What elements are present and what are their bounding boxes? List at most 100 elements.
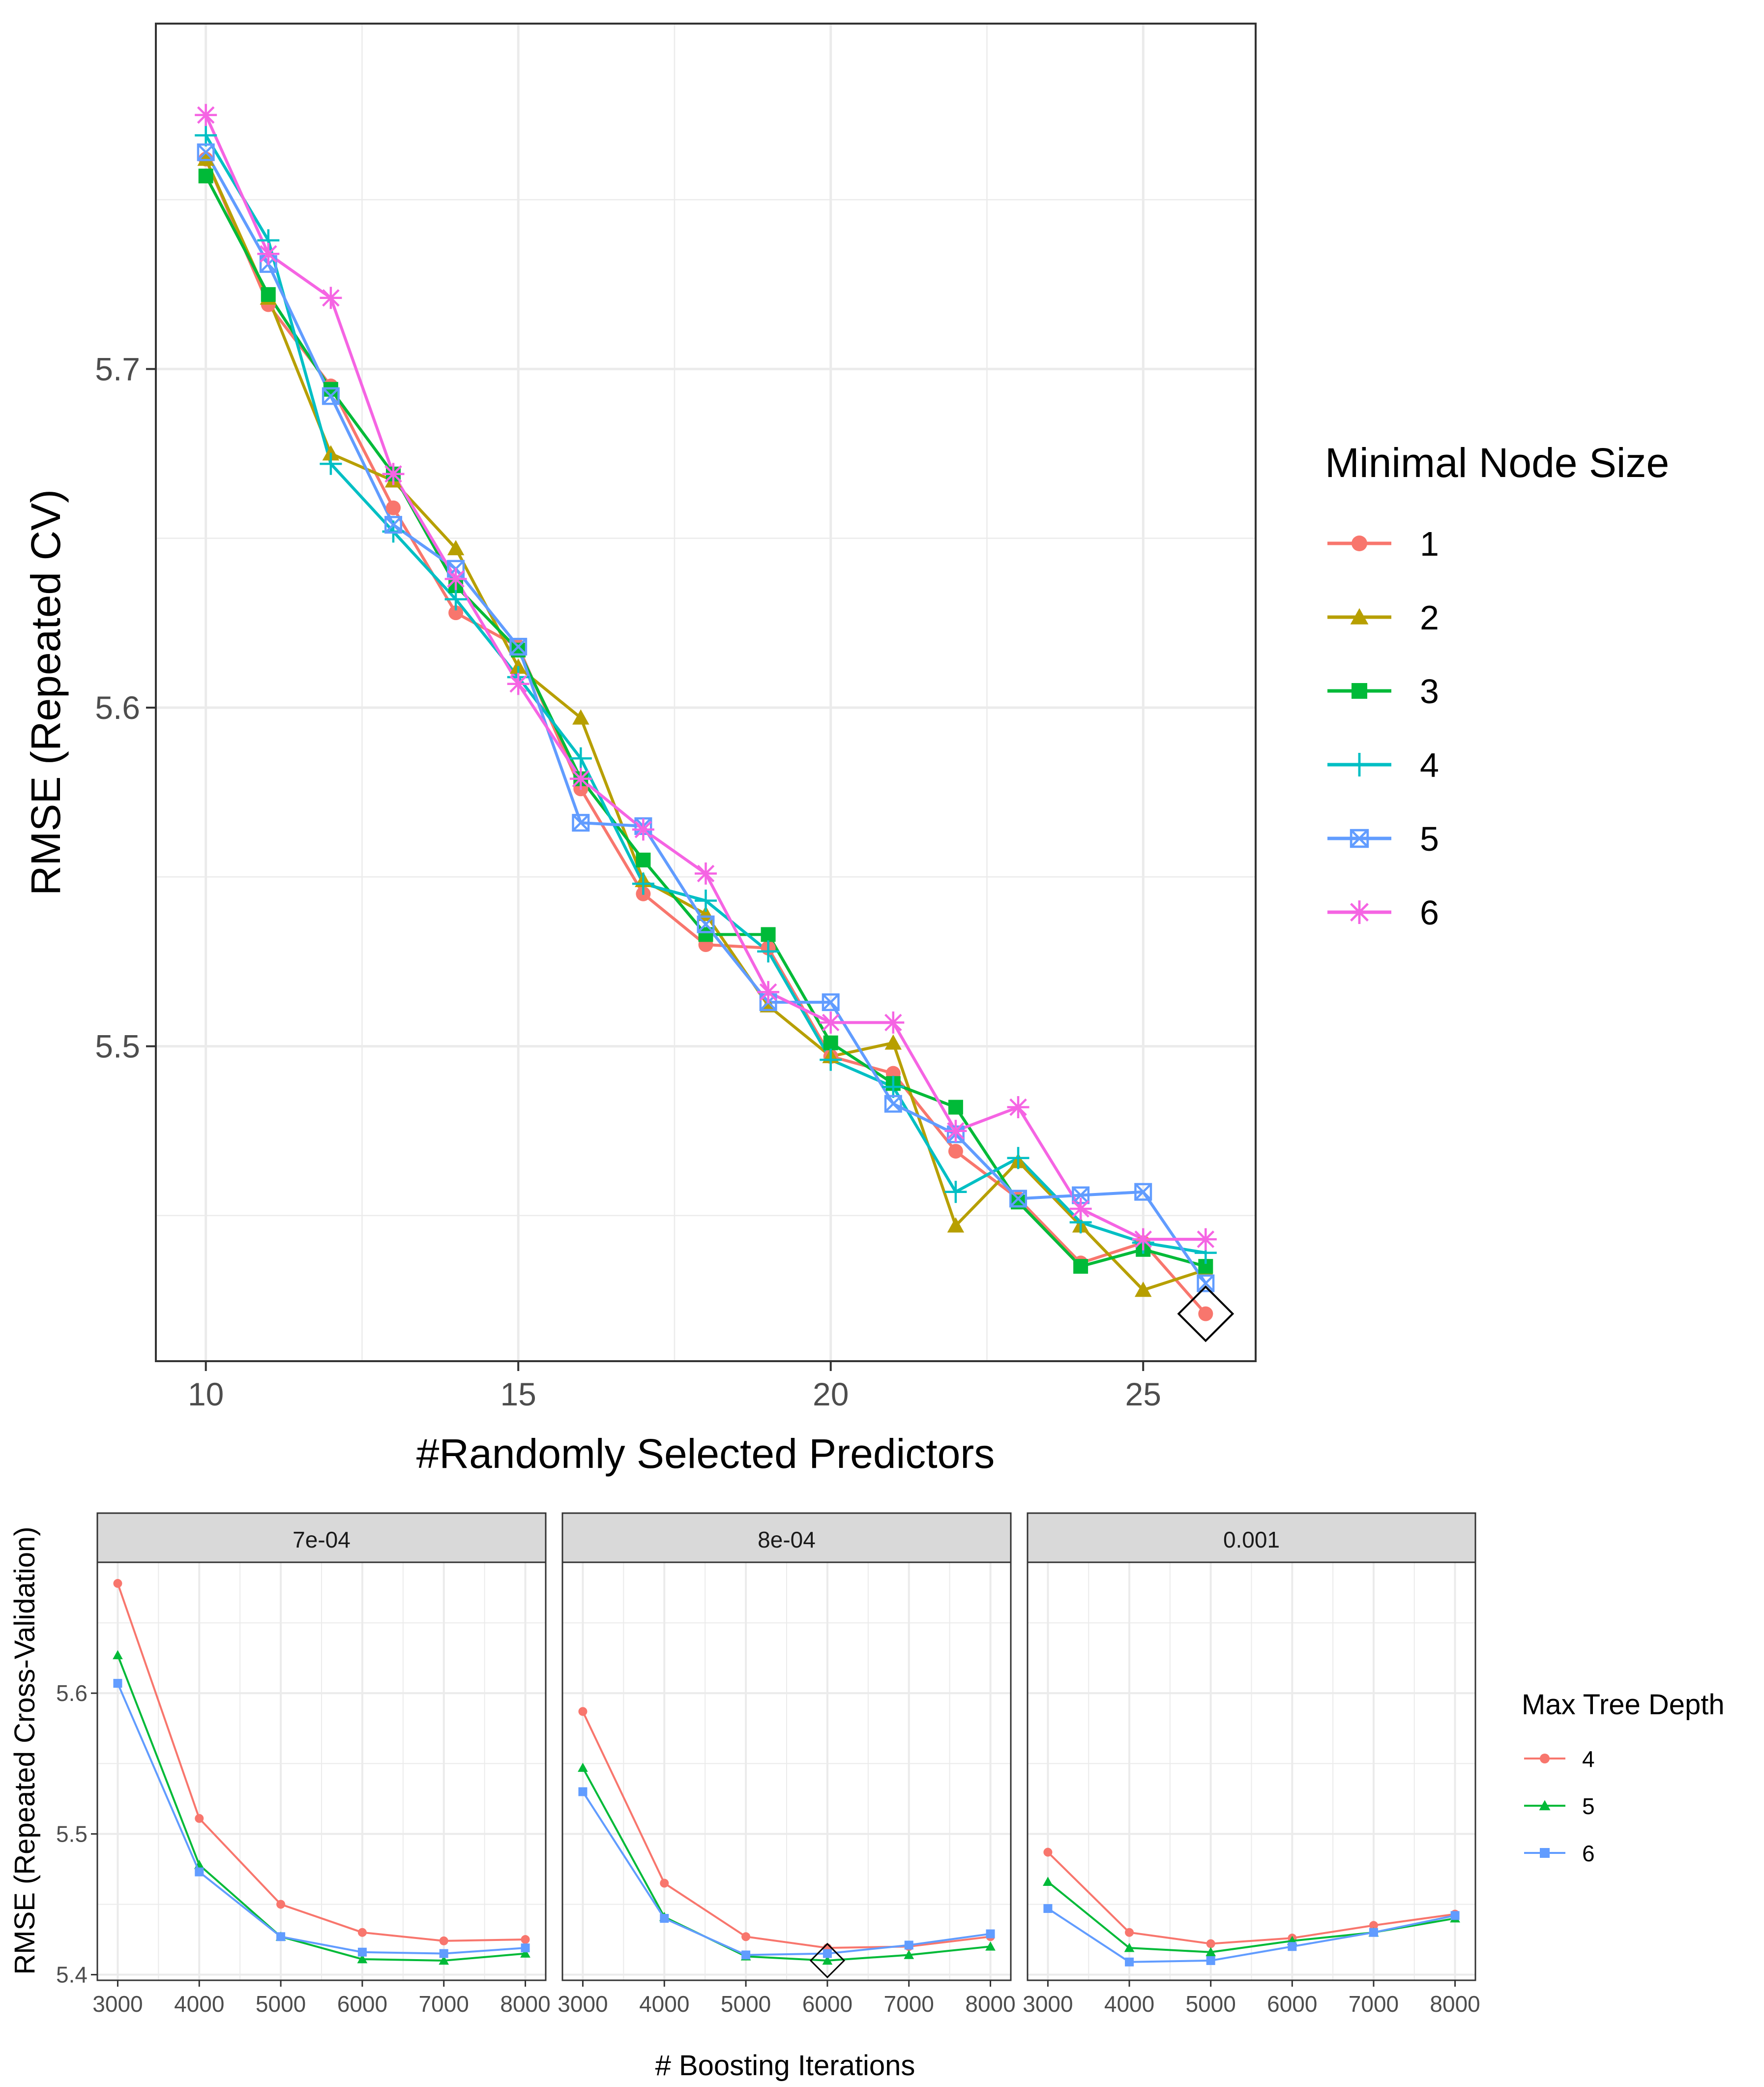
facet-point-d6-x5000-shape — [741, 1950, 751, 1960]
top-point-s3-x22-shape — [948, 1100, 963, 1115]
top-point-s4-x17-shape — [632, 872, 654, 895]
facet-point-d6-x5000 — [276, 1932, 286, 1941]
bottom-y-tick-label: 5.4 — [56, 1962, 88, 1988]
facet-point-d4-x5000-shape — [276, 1900, 286, 1909]
facet-x-tick-label: 6000 — [337, 1991, 387, 2017]
top-point-s1-x26-shape — [1198, 1306, 1213, 1321]
top-point-s6-x15-shape — [507, 673, 529, 695]
bottom-x-axis-title: # Boosting Iterations — [655, 2050, 915, 2082]
top-point-s5-x16-shape — [572, 814, 590, 832]
top-point-s3-x20 — [823, 1035, 838, 1050]
top-point-s5-x15-cross — [509, 638, 527, 656]
facet-point-d6-x3000 — [578, 1787, 588, 1796]
top-point-s6-x10-shape — [195, 104, 217, 126]
facet-point-d4-x3000 — [1043, 1848, 1053, 1857]
bottom-y-axis-title: RMSE (Repeated Cross-Validation) — [9, 1526, 41, 1974]
top-plot-panel — [156, 24, 1256, 1361]
facet-point-d4-x3000-shape — [1043, 1848, 1053, 1857]
facet-point-d4-x5000-shape — [1206, 1939, 1215, 1948]
top-chart: 10 15 20 255.55.65.7 #Randomly Selected Pre… — [23, 23, 1669, 1477]
facet-point-d5-x4000 — [1124, 1942, 1135, 1952]
top-point-s2-x21-shape — [884, 1034, 902, 1050]
top-point-s4-x23 — [1007, 1147, 1029, 1169]
top-point-s6-x24-shape — [1069, 1197, 1092, 1220]
top-point-s6-x12-shape — [320, 287, 342, 309]
facet-point-d4-x4000-shape — [195, 1814, 204, 1823]
bottom-legend-title: Max Tree Depth — [1522, 1689, 1725, 1721]
facet-point-d6-x5000 — [1206, 1956, 1215, 1965]
top-point-s5-x13-shape — [384, 516, 402, 534]
top-point-s2-x21 — [884, 1034, 902, 1050]
top-legend-marker-5-cross — [1350, 829, 1369, 848]
facet-point-d5-x3000 — [578, 1762, 588, 1772]
facet-point-d6-x8000 — [1450, 1911, 1460, 1920]
facet-point-d5-x5000-shape — [1205, 1947, 1216, 1957]
facet-x-tick-label: 7000 — [419, 1991, 469, 2017]
facet-point-d4-x5000 — [1206, 1939, 1215, 1948]
top-point-s1-x22-shape — [948, 1144, 963, 1159]
facet-series-line-6 — [582, 1791, 991, 1956]
facet-series-line-6 — [1047, 1908, 1455, 1963]
facet-point-d5-x6000-shape — [357, 1954, 368, 1964]
top-point-s6-x11-shape — [257, 242, 280, 265]
top-point-s4-x10 — [195, 124, 217, 147]
top-point-s4-x19 — [757, 940, 780, 963]
top-point-s6-x24 — [1069, 1197, 1092, 1220]
top-x-tick-label: 25 — [1125, 1376, 1161, 1412]
facet-point-d4-x6000 — [357, 1928, 367, 1937]
facet-plot-border — [1027, 1561, 1476, 1981]
top-point-s5-x16-cross — [572, 814, 589, 832]
top-point-s5-x23-shape — [1009, 1190, 1028, 1208]
facet-point-d6-x6000 — [1288, 1942, 1297, 1951]
facet-point-d5-x6000-shape — [822, 1955, 833, 1965]
top-point-s5-x21-shape — [884, 1095, 902, 1113]
facet-point-d6-x8000-shape — [986, 1929, 995, 1938]
top-best-marker — [1177, 1285, 1235, 1342]
top-point-s6-x25 — [1132, 1228, 1154, 1251]
top-point-s2-x16 — [572, 709, 589, 725]
facet-point-d4-x7000-shape — [1369, 1921, 1378, 1930]
top-point-s5-x24-cross — [1072, 1187, 1089, 1204]
facet-point-d6-x5000 — [741, 1950, 751, 1960]
bottom-legend-marker-6 — [1540, 1848, 1550, 1858]
facet-point-d5-x3000 — [1043, 1877, 1053, 1886]
top-y-axis-title: RMSE (Repeated CV) — [23, 489, 69, 895]
facet-strip — [561, 1512, 1012, 1563]
facet-point-d6-x4000 — [1125, 1957, 1134, 1967]
top-point-s6-x13-shape — [382, 463, 405, 485]
top-point-s1-x26 — [1198, 1306, 1213, 1321]
top-point-s6-x23 — [1007, 1096, 1029, 1119]
bottom-legend-marker-6-shape — [1540, 1848, 1550, 1858]
top-point-s6-x19 — [757, 981, 780, 1003]
facet-point-d6-x3000 — [1043, 1904, 1053, 1913]
facet-x-tick-label: 6000 — [1267, 1991, 1317, 2017]
facet-point-d6-x7000-shape — [1369, 1928, 1378, 1937]
facet-panel-7e-04: 7e-04 3000 4000 5000 6000 7000 8000 — [92, 1512, 551, 2017]
top-point-s4-x16 — [569, 747, 592, 770]
bottom-legend-label-5: 5 — [1582, 1793, 1595, 1819]
facet-point-d4-x4000 — [1125, 1928, 1134, 1937]
facet-point-d4-x7000 — [439, 1936, 448, 1945]
top-legend-keys: 1 2 3 4 5 6 — [1327, 525, 1439, 932]
top-point-s5-x20-shape — [822, 993, 840, 1012]
top-point-s2-x16-shape — [572, 709, 589, 725]
top-x-tick-label: 10 — [188, 1376, 224, 1412]
bottom-legend-keys: 4 5 6 — [1524, 1746, 1595, 1866]
top-point-s4-x22-shape — [944, 1181, 967, 1203]
top-point-s4-x21-shape — [882, 1075, 905, 1098]
top-point-s1-x14 — [448, 605, 464, 621]
facet-point-d4-x3000-shape — [578, 1707, 588, 1716]
top-point-s5-x20-cross — [822, 993, 840, 1011]
top-y-tick-label: 5.5 — [95, 1028, 140, 1065]
top-point-s4-x21 — [882, 1075, 905, 1098]
top-point-s4-x17 — [632, 872, 654, 895]
top-legend-marker-3 — [1352, 683, 1367, 699]
facet-point-d6-x6000 — [357, 1947, 367, 1957]
top-point-s3-x10 — [198, 168, 213, 183]
top-point-s3-x24 — [1073, 1259, 1088, 1274]
facet-panel-8e-04: 8e-04 3000 4000 5000 6000 7000 8000 — [558, 1512, 1016, 2017]
top-point-s6-x22 — [944, 1120, 967, 1142]
top-point-s5-x21-cross — [884, 1095, 902, 1113]
